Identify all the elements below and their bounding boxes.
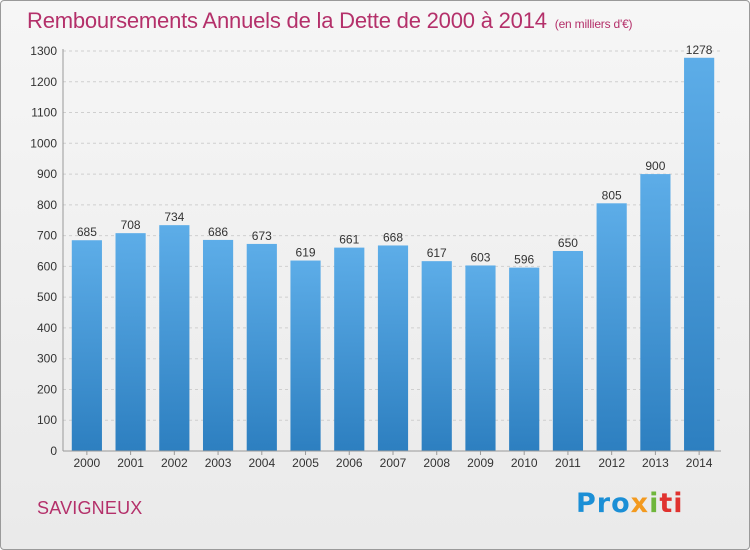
y-tick-label: 1000 [30, 136, 57, 150]
logo-part-1: Pro [576, 488, 631, 519]
x-tick-label: 2006 [336, 456, 363, 470]
proxiti-logo: Proxiti [576, 488, 684, 519]
bar-2014 [684, 57, 715, 452]
y-tick-label: 600 [37, 259, 57, 273]
data-label: 686 [208, 225, 228, 239]
data-label: 661 [339, 233, 359, 247]
bar-2007 [377, 245, 409, 451]
x-tick-label: 2008 [423, 456, 450, 470]
x-tick-label: 2013 [642, 456, 669, 470]
bar-2009 [465, 265, 496, 451]
y-tick-label: 300 [37, 352, 57, 366]
bar-2010 [509, 267, 540, 451]
x-tick-label: 2001 [117, 456, 144, 470]
x-tick-label: 2004 [248, 456, 275, 470]
x-tick-label: 2003 [205, 456, 232, 470]
data-label: 685 [77, 225, 97, 239]
y-tick-label: 1200 [30, 75, 57, 89]
x-tick-label: 2002 [161, 456, 188, 470]
y-tick-label: 0 [50, 444, 57, 458]
logo-part-3: i [649, 488, 660, 519]
bar-2013 [640, 174, 671, 452]
commune-name: SAVIGNEUX [37, 498, 143, 518]
data-label: 617 [427, 246, 447, 260]
data-label: 668 [383, 230, 403, 244]
y-tick-label: 200 [37, 382, 57, 396]
chart-title: Remboursements Annuels de la Dette de 20… [27, 8, 633, 34]
data-label: 1278 [686, 43, 713, 57]
x-tick-label: 2009 [467, 456, 494, 470]
data-label: 805 [602, 188, 622, 202]
bar-2003 [202, 239, 234, 451]
y-tick-label: 900 [37, 167, 57, 181]
data-label: 619 [296, 246, 316, 260]
axis-layer: 0 100 200 300 400 500 600 700 800 900 1000 1100 1200… [30, 43, 721, 470]
bar-2008 [421, 261, 452, 451]
y-tick-label: 400 [37, 321, 57, 335]
bar-2012 [596, 203, 627, 451]
bar-2011 [552, 251, 584, 451]
data-label: 596 [514, 253, 534, 267]
x-tick-label: 2005 [292, 456, 319, 470]
bar-2000 [71, 240, 102, 451]
data-label: 900 [645, 159, 665, 173]
y-tick-label: 100 [37, 413, 57, 427]
chart-title-text: Remboursements Annuels de la Dette de 20… [27, 8, 547, 33]
logo-part-4: ti [659, 488, 684, 519]
data-label: 650 [558, 236, 578, 250]
x-tick-label: 2011 [555, 456, 581, 470]
bar-2002 [159, 225, 190, 451]
data-label: 708 [121, 218, 141, 232]
x-tick-label: 2014 [686, 456, 713, 470]
data-label: 734 [164, 210, 184, 224]
bar-2005 [290, 260, 321, 451]
y-tick-label: 1300 [30, 44, 57, 58]
bar-2004 [246, 243, 277, 451]
y-tick-label: 700 [37, 229, 57, 243]
y-tick-label: 500 [37, 290, 57, 304]
data-label: 673 [252, 229, 272, 243]
x-tick-label: 2012 [598, 456, 625, 470]
x-tick-label: 2010 [511, 456, 538, 470]
x-tick-label: 2007 [380, 456, 407, 470]
y-tick-label: 1100 [31, 106, 57, 120]
chart-unit: (en milliers d'€) [554, 17, 633, 31]
y-tick-label: 800 [37, 198, 57, 212]
logo-part-2: x [630, 488, 650, 519]
x-tick-label: 2000 [74, 456, 101, 470]
data-label: 603 [470, 250, 490, 264]
bar-2006 [334, 247, 365, 451]
bar-layer [71, 57, 715, 452]
bar-2001 [115, 233, 146, 451]
